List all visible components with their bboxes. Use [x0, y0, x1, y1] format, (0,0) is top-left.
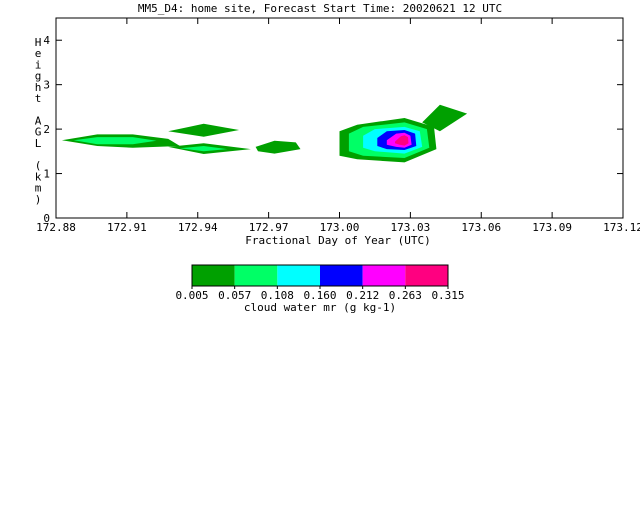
y-axis-label-char: t	[35, 92, 42, 105]
y-axis-label-char: G	[35, 126, 42, 139]
colorbar-level-label: 0.160	[303, 289, 336, 302]
x-tick-label: 173.00	[320, 221, 360, 234]
x-tick-label: 172.88	[36, 221, 76, 234]
y-axis-label-char: e	[35, 47, 42, 60]
colorbar: 0.005 0.057 0.108 0.160 0.212 0.263 0.315	[175, 264, 465, 302]
contour-region-4	[180, 146, 228, 152]
x-tick-label: 172.91	[107, 221, 147, 234]
contour-region-1	[73, 137, 157, 145]
y-tick-label: 3	[43, 79, 50, 92]
colorbar-level-label: 0.108	[261, 289, 294, 302]
y-axis-label-char: g	[35, 70, 42, 83]
colorbar-swatch	[405, 265, 448, 286]
colorbar-level-label: 0.057	[218, 289, 251, 302]
colorbar-level-label: 0.263	[389, 289, 422, 302]
chart-title: MM5_D4: home site, Forecast Start Time: …	[138, 2, 502, 15]
contour-region-2	[168, 123, 240, 137]
colorbar-level-label: 0.315	[431, 289, 464, 302]
colorbar-level-label: 0.212	[346, 289, 379, 302]
x-tick-label: 172.97	[249, 221, 289, 234]
x-tick-label: 173.06	[461, 221, 501, 234]
colorbar-swatch	[234, 265, 278, 286]
y-axis-label-char: h	[35, 81, 42, 94]
y-tick-label: 2	[43, 123, 50, 136]
y-axis-label-char: A	[35, 114, 42, 127]
y-axis-label-char: k	[35, 170, 42, 183]
x-axis: 172.88 172.91 172.94 172.97 173.00 173.03 173.…	[36, 18, 640, 234]
y-axis-label-char: L	[35, 137, 42, 150]
plot-frame	[55, 17, 624, 219]
x-axis-label: Fractional Day of Year (UTC)	[245, 234, 430, 247]
plot-regions	[61, 104, 468, 163]
y-axis-label-char: )	[35, 193, 42, 206]
y-tick-label: 1	[43, 168, 50, 181]
y-tick-label: 0	[43, 212, 50, 225]
colorbar-swatch	[362, 265, 406, 286]
x-tick-label: 172.94	[178, 221, 218, 234]
y-axis-label-char: i	[35, 58, 42, 71]
x-tick-label: 173.12	[603, 221, 640, 234]
y-axis: 0 1 2 3 4	[43, 34, 623, 225]
y-axis-label-char: m	[35, 182, 42, 195]
contour-region-5	[255, 140, 301, 154]
x-tick-label: 173.03	[391, 221, 431, 234]
colorbar-level-label: 0.005	[175, 289, 208, 302]
y-axis-label-char: H	[35, 36, 42, 49]
colorbar-swatch	[277, 265, 320, 286]
y-axis-label-char: (	[35, 159, 42, 172]
colorbar-swatch	[192, 265, 235, 286]
colorbar-swatch	[320, 265, 363, 286]
y-tick-label: 4	[43, 34, 50, 47]
contour-region-11	[395, 135, 409, 146]
x-tick-label: 173.09	[532, 221, 572, 234]
colorbar-label: cloud water mr (g kg-1)	[244, 301, 396, 314]
contour-region-12	[422, 104, 468, 132]
